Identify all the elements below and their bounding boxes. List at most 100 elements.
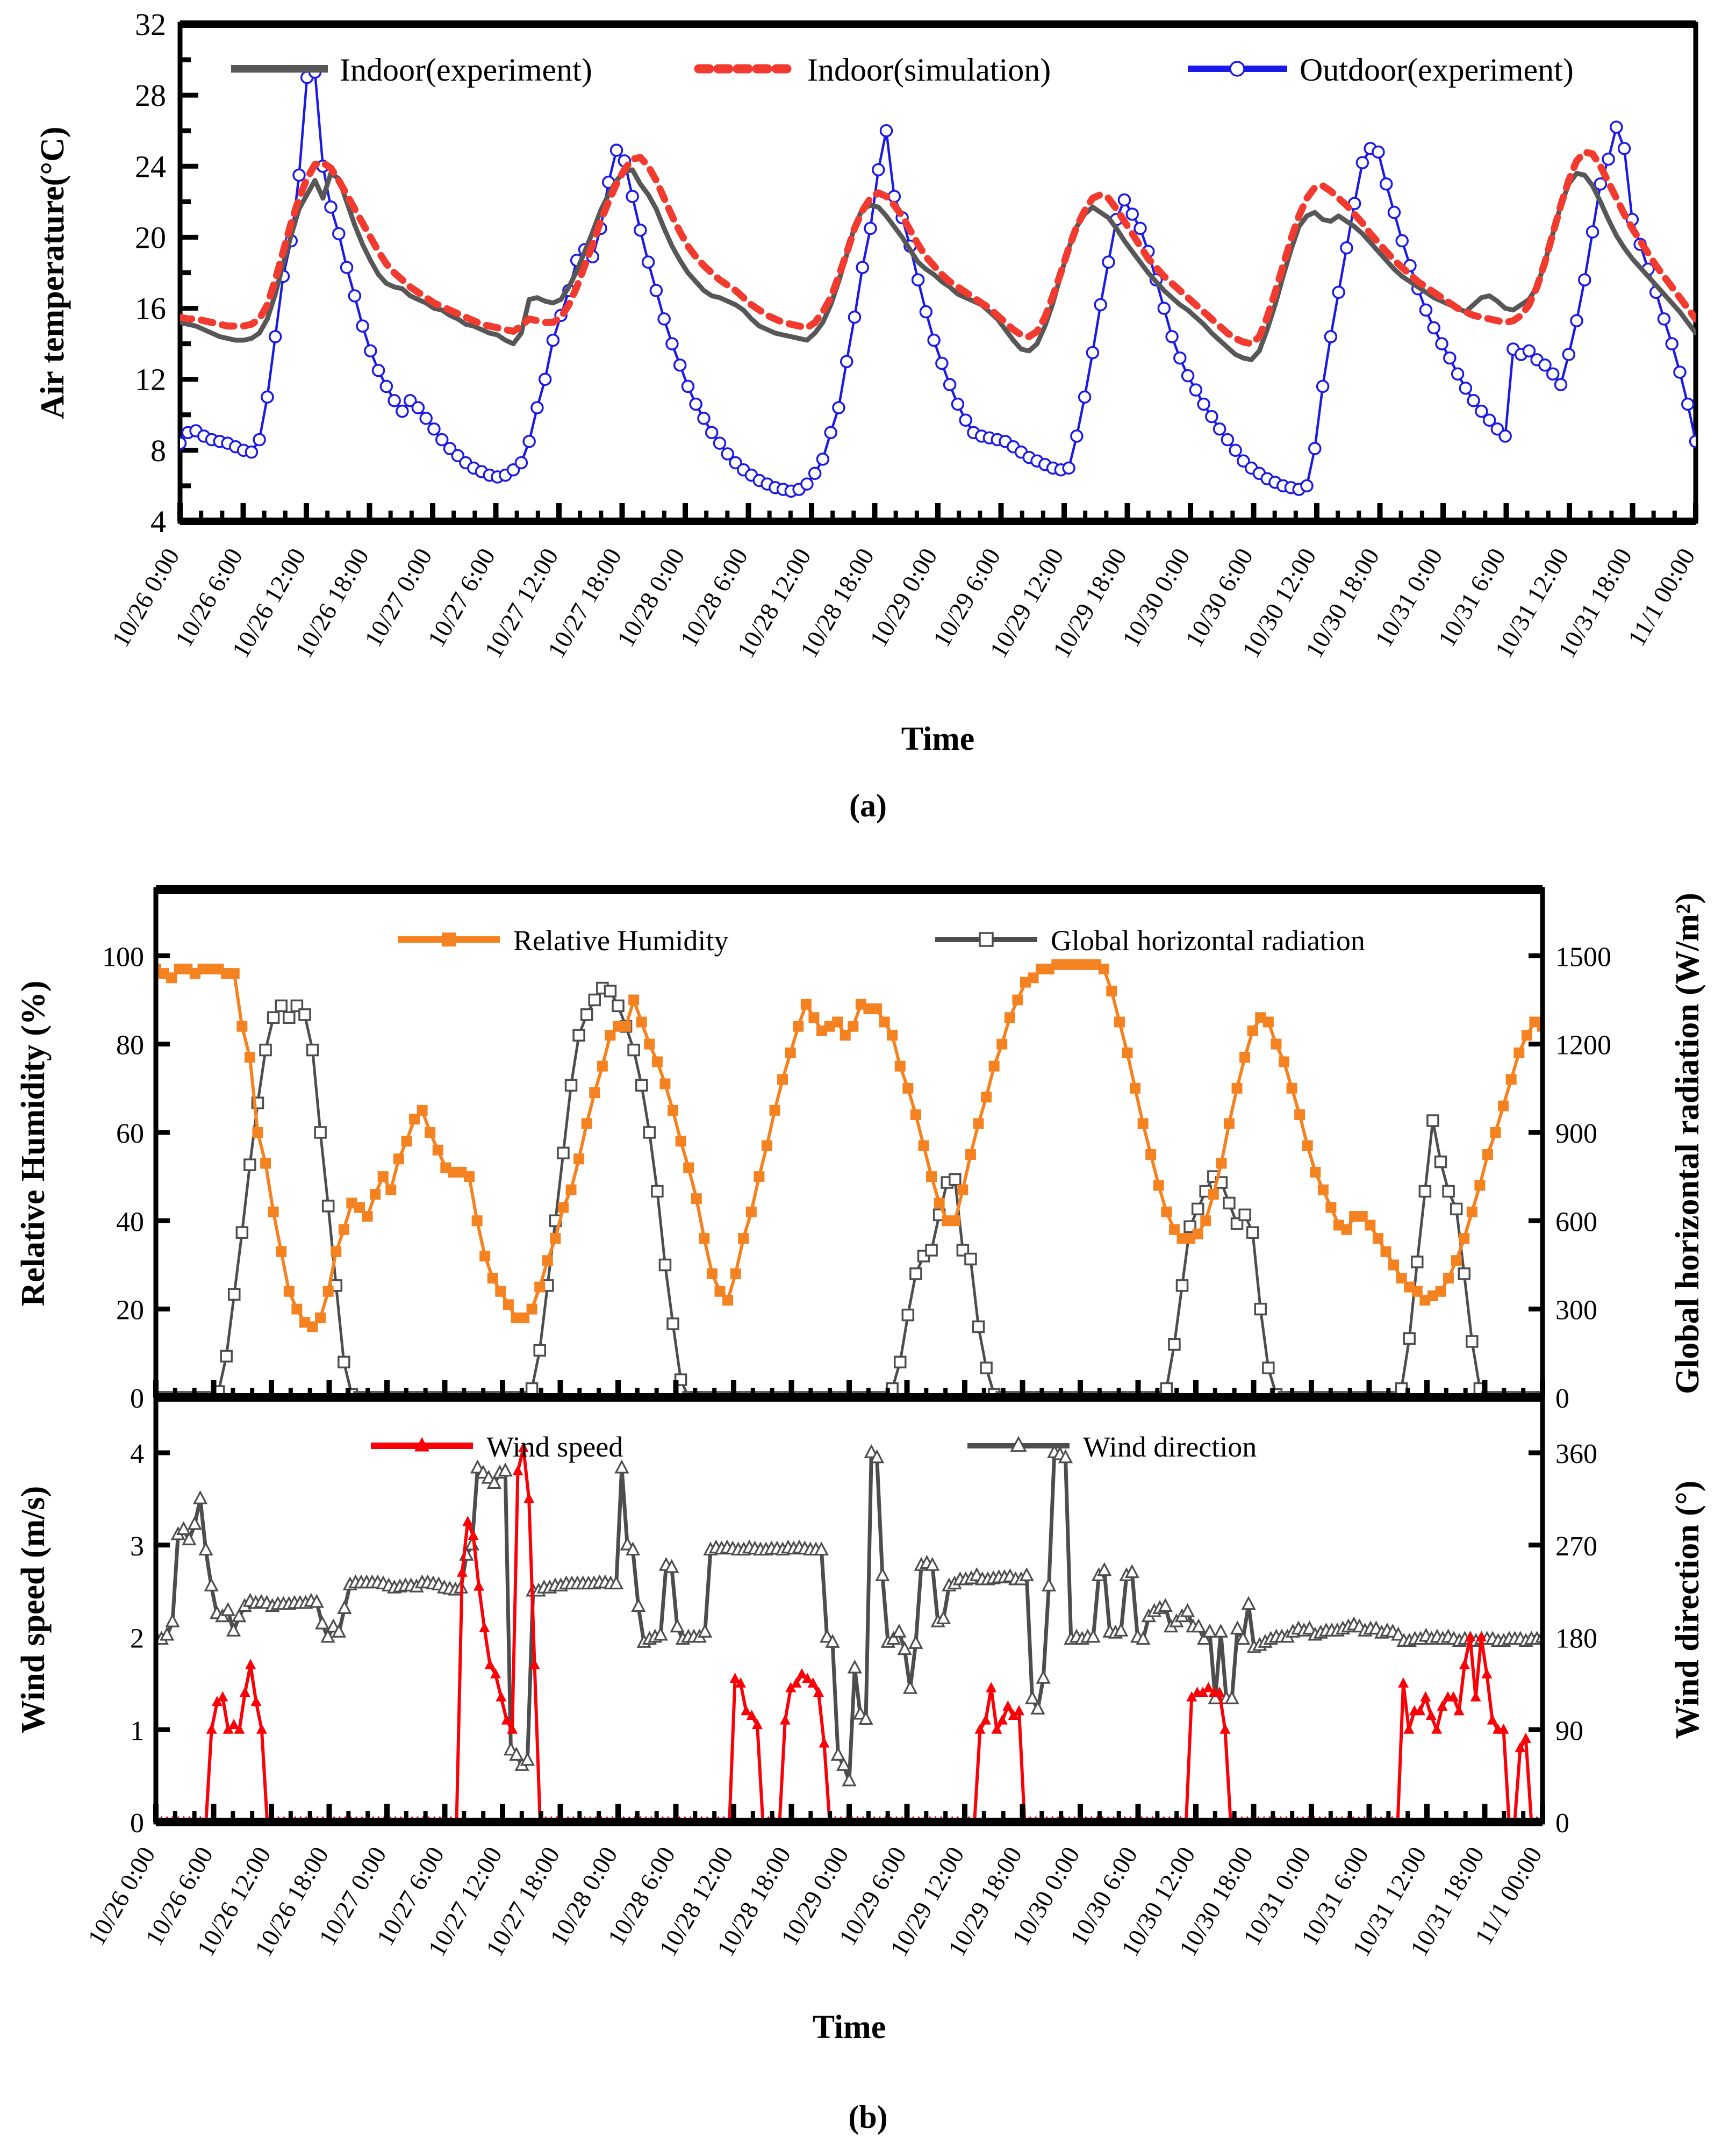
data-point <box>949 1173 962 1186</box>
data-point <box>572 1029 585 1042</box>
data-point <box>1286 1082 1297 1094</box>
legend-b-bottom: Wind speed Wind direction <box>371 1431 1257 1463</box>
data-point <box>887 190 901 203</box>
data-point <box>869 1449 885 1464</box>
data-point <box>268 1206 279 1217</box>
data-point <box>331 1623 347 1638</box>
data-point <box>486 1475 502 1489</box>
x-axis-title-a: Time <box>901 721 975 757</box>
data-point <box>1562 348 1576 361</box>
data-point <box>377 1171 389 1182</box>
y-ticks-left: 0 20 40 60 80 100 <box>102 942 170 1414</box>
data-point <box>580 1008 593 1021</box>
panel-a-series <box>180 65 1696 498</box>
data-point <box>706 1268 718 1279</box>
data-point <box>670 1618 685 1633</box>
data-point <box>901 1308 915 1322</box>
data-point <box>1316 379 1330 393</box>
data-point <box>1420 1691 1431 1702</box>
data-point <box>1482 1149 1493 1160</box>
data-point <box>675 1136 686 1147</box>
data-point <box>1300 479 1314 493</box>
data-point <box>1231 1082 1243 1094</box>
data-point <box>228 1719 240 1730</box>
y-axis-title-wind-direction: Wind direction (°) <box>1669 1481 1706 1739</box>
y-tick-label: 1500 <box>1555 942 1611 972</box>
data-point <box>1078 390 1092 404</box>
data-point <box>722 1295 734 1306</box>
data-point <box>223 1723 234 1734</box>
data-point <box>951 397 965 411</box>
data-point <box>291 1303 303 1315</box>
data-point <box>807 1677 819 1688</box>
y-tick-label: 90 <box>1555 1716 1583 1746</box>
data-point <box>1520 1732 1531 1743</box>
y-tick-label: 0 <box>1555 1383 1569 1414</box>
data-point <box>283 1011 296 1024</box>
legend-label-indoor-experiment: Indoor(experiment) <box>340 52 592 88</box>
data-point <box>1459 1233 1470 1244</box>
data-point <box>542 1255 553 1266</box>
data-point <box>159 1626 175 1641</box>
series-line <box>156 1451 1543 1783</box>
data-point <box>432 1144 443 1156</box>
data-point <box>557 1202 569 1213</box>
data-point <box>1537 1021 1543 1032</box>
data-point <box>1223 1118 1235 1129</box>
data-point <box>666 1317 679 1330</box>
data-point <box>1391 1626 1406 1641</box>
data-point <box>506 463 520 477</box>
panel-a: 4 8 12 16 20 24 28 32 Air temperature(°C) Indoor(… <box>0 0 1736 838</box>
data-point <box>509 1746 524 1761</box>
data-point <box>1106 986 1117 996</box>
data-point <box>1554 378 1568 391</box>
data-point <box>1086 1629 1101 1643</box>
data-point <box>1094 298 1107 312</box>
data-point <box>427 422 441 436</box>
data-point <box>1481 1668 1493 1678</box>
data-point <box>1224 1690 1239 1704</box>
data-point <box>1505 1074 1517 1085</box>
data-point <box>496 1691 507 1702</box>
data-point <box>673 358 687 372</box>
data-point <box>864 221 877 235</box>
data-point <box>918 1140 929 1151</box>
series-line <box>180 167 1696 362</box>
data-point <box>991 1723 1002 1734</box>
data-point <box>819 1737 830 1748</box>
data-point <box>779 1714 791 1725</box>
data-point <box>1239 1052 1251 1063</box>
data-point <box>625 1541 641 1556</box>
data-point <box>1153 1180 1164 1191</box>
data-point <box>1010 1436 1027 1452</box>
data-point <box>581 1118 592 1129</box>
data-point <box>479 1251 491 1262</box>
data-point <box>840 355 853 368</box>
data-point <box>403 394 417 407</box>
data-point <box>220 1350 233 1363</box>
data-point <box>699 1233 710 1244</box>
data-point <box>980 1714 991 1725</box>
data-point <box>1357 1211 1368 1222</box>
data-point <box>1160 1382 1173 1395</box>
data-point <box>309 1594 324 1608</box>
data-point <box>1617 142 1631 155</box>
data-point <box>176 1521 191 1536</box>
data-point <box>1673 365 1687 379</box>
y-axis-title-radiation: Global horizontal radiation (W/m²) <box>1669 893 1706 1394</box>
data-point <box>909 1267 922 1280</box>
data-point <box>512 1465 523 1475</box>
data-point <box>1122 1048 1133 1059</box>
data-point <box>608 1575 624 1590</box>
data-point <box>714 1286 726 1297</box>
y-tick-label: 600 <box>1555 1207 1597 1237</box>
data-point <box>393 1153 404 1165</box>
data-point <box>1325 1202 1337 1213</box>
data-point <box>1467 394 1480 407</box>
data-point <box>525 1382 539 1395</box>
data-point <box>1498 429 1512 443</box>
data-point <box>1114 1016 1125 1028</box>
data-point <box>902 1680 918 1694</box>
data-point <box>651 1056 663 1067</box>
